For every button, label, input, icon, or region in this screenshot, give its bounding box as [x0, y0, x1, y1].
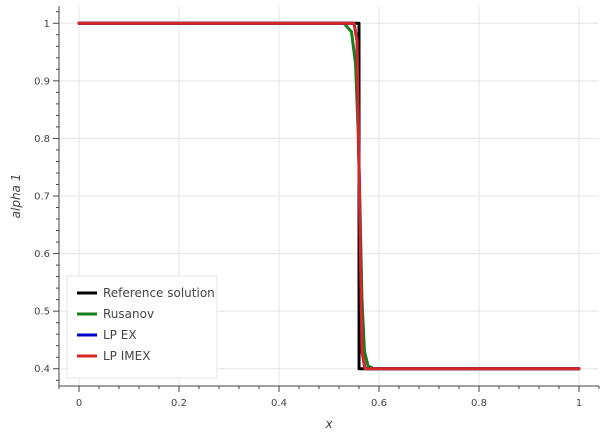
- y-tick-label: 0.8: [34, 134, 50, 145]
- series-line-4: [77, 21, 581, 371]
- x-axis-label: x: [324, 417, 333, 431]
- y-tick-label: 0.4: [34, 364, 50, 375]
- y-tick-label: 0.6: [34, 249, 50, 260]
- x-tick-label: 0.8: [471, 398, 487, 409]
- legend-label: LP EX: [103, 328, 137, 342]
- x-tick-label: 0.4: [271, 398, 287, 409]
- y-tick-label: 0.9: [34, 76, 50, 87]
- x-tick-label: 1: [576, 398, 582, 409]
- legend-label: Reference solution: [103, 286, 215, 300]
- x-tick-label: 0: [76, 398, 82, 409]
- y-tick-label: 1: [44, 19, 50, 30]
- x-tick-label: 0.2: [171, 398, 187, 409]
- legend-label: Rusanov: [103, 307, 154, 321]
- series: [77, 21, 581, 371]
- x-tick-label: 0.6: [371, 398, 387, 409]
- y-tick-label: 0.5: [34, 307, 50, 318]
- ticks: 0 0.2 0.4 0.6 0.8 1 0.4 0.5 0.6 0.7 0.8 0.9 1: [34, 11, 600, 409]
- legend: Reference solution Rusanov LP EX LP IMEX: [66, 275, 218, 379]
- legend-label: LP IMEX: [103, 349, 150, 363]
- y-tick-label: 0.7: [34, 192, 50, 203]
- y-axis-label: alpha 1: [9, 174, 23, 219]
